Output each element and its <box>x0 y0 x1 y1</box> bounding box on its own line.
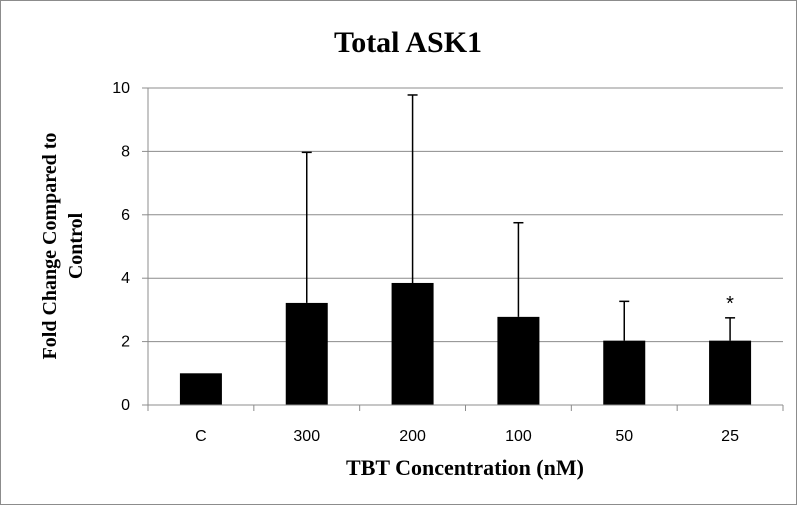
x-axis-label: TBT Concentration (nM) <box>346 455 584 480</box>
significance-annotations: * <box>726 293 734 315</box>
x-tick-label: C <box>195 428 207 445</box>
x-tick-label: 25 <box>721 428 739 445</box>
bar-C <box>180 373 222 405</box>
bar-50 <box>603 341 645 405</box>
y-tick-label: 2 <box>121 334 130 351</box>
x-tick-label: 50 <box>615 428 633 445</box>
bar-200 <box>392 283 434 405</box>
y-tick-label: 8 <box>121 143 130 160</box>
x-tick-label: 300 <box>293 428 320 445</box>
y-axis-label-line-2: Control <box>65 212 87 279</box>
error-bars <box>302 95 735 341</box>
y-tick-label: 6 <box>121 207 130 224</box>
x-tick-label: 100 <box>505 428 532 445</box>
y-tick-label: 0 <box>121 397 130 414</box>
y-axis-label: Fold Change Compared to Control <box>39 133 87 360</box>
gridlines <box>148 88 783 342</box>
axes <box>142 88 783 411</box>
bar-300 <box>286 303 328 405</box>
y-tick-label: 10 <box>112 80 130 97</box>
bar-100 <box>497 317 539 405</box>
x-tick-labels: C 300 200 100 50 25 <box>195 428 739 445</box>
chart-title: Total ASK1 <box>334 26 482 59</box>
bar-25 <box>709 341 751 405</box>
significance-marker: * <box>726 293 734 315</box>
bars <box>180 283 751 405</box>
x-tick-label: 200 <box>399 428 426 445</box>
y-tick-labels: 0 2 4 6 8 10 <box>112 80 130 414</box>
y-axis-label-line-1: Fold Change Compared to <box>39 133 61 360</box>
y-tick-label: 4 <box>121 270 130 287</box>
